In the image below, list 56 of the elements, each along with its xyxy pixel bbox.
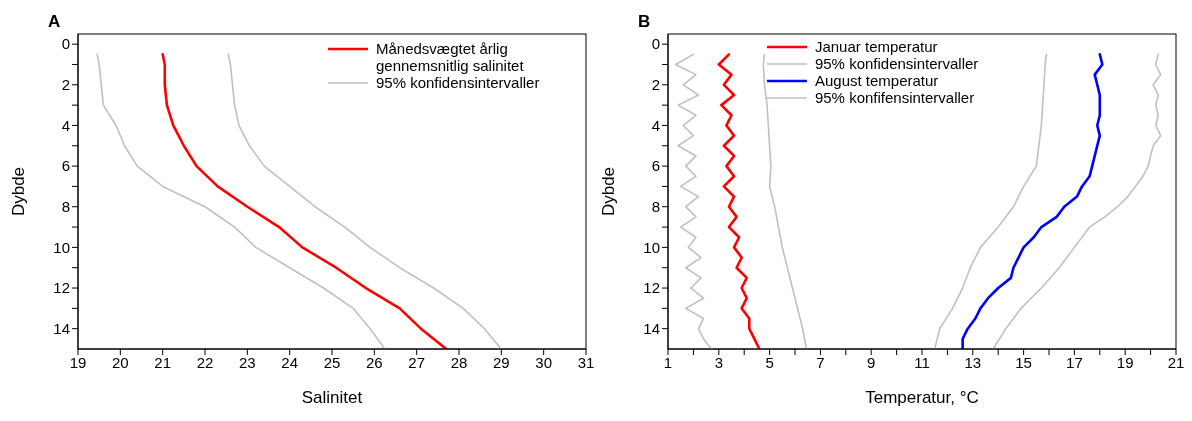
x-tick-label: 23: [238, 353, 256, 371]
x-tick-label: 27: [408, 353, 426, 371]
chart-title: B: [638, 12, 651, 32]
y-tick-label: 12: [53, 279, 70, 297]
x-tick-label: 19: [69, 353, 87, 371]
y-tick-label: 0: [61, 35, 70, 53]
x-tick-label: 26: [365, 353, 383, 371]
y-tick-label: 6: [61, 157, 70, 175]
legend-label: 95% konfifensintervaller: [814, 89, 975, 106]
chart-title: A: [48, 12, 61, 32]
x-tick-label: 1: [663, 353, 673, 371]
x-tick-label: 3: [714, 353, 723, 371]
x-tick-label: 28: [450, 353, 468, 371]
x-tick-label: 11: [914, 353, 930, 371]
line-series: [992, 53, 1162, 349]
x-tick-label: 20: [111, 353, 129, 371]
x-tick-label: 7: [816, 353, 825, 371]
y-tick-label: 10: [643, 238, 660, 256]
y-tick-label: 8: [651, 198, 660, 216]
y-tick-label: 14: [643, 320, 660, 337]
x-tick-label: 24: [281, 353, 299, 371]
x-tick-label: 9: [867, 353, 876, 371]
legend-label: August temperatur: [814, 72, 939, 89]
y-tick-label: 12: [643, 279, 660, 297]
x-tick-label: 31: [577, 353, 595, 371]
y-axis-title: Dybde: [599, 166, 619, 217]
x-tick-label: 29: [492, 353, 510, 371]
x-tick-label: 21: [154, 353, 172, 371]
x-tick-label: 19: [1116, 353, 1134, 371]
legend-label: 95% konfidensintervaller: [814, 55, 979, 72]
line-series: [717, 53, 761, 349]
y-tick-label: 6: [651, 157, 660, 175]
legend-label: Månedsvægtet årlig gennemsnitlig salinitet: [376, 40, 525, 74]
y-tick-label: 14: [53, 320, 70, 337]
y-tick-label: 4: [61, 116, 70, 134]
y-tick-label: 0: [651, 35, 660, 53]
x-tick-label: 25: [323, 353, 341, 371]
y-tick-label: 10: [53, 238, 70, 256]
x-tick-label: 21: [1167, 353, 1185, 371]
legend-label: Januar temperatur: [814, 38, 938, 55]
y-tick-label: 8: [61, 198, 70, 216]
y-tick-label: 2: [61, 76, 70, 94]
y-axis-title: Dybde: [9, 166, 29, 217]
y-tick-label: 2: [651, 76, 660, 94]
line-series: [762, 53, 808, 349]
x-tick-label: 15: [1015, 353, 1032, 371]
x-tick-label: 13: [964, 353, 982, 371]
x-tick-label: 22: [196, 353, 214, 371]
x-axis-title: Salinitet: [301, 388, 363, 407]
x-axis-title: Temperatur, °C: [865, 388, 979, 407]
line-series: [674, 53, 712, 349]
x-tick-label: 30: [535, 353, 553, 371]
x-tick-label: 17: [1066, 353, 1083, 371]
legend-label: 95% konfidensintervaller: [376, 74, 540, 91]
y-tick-label: 4: [651, 116, 660, 134]
x-tick-label: 5: [765, 353, 774, 371]
